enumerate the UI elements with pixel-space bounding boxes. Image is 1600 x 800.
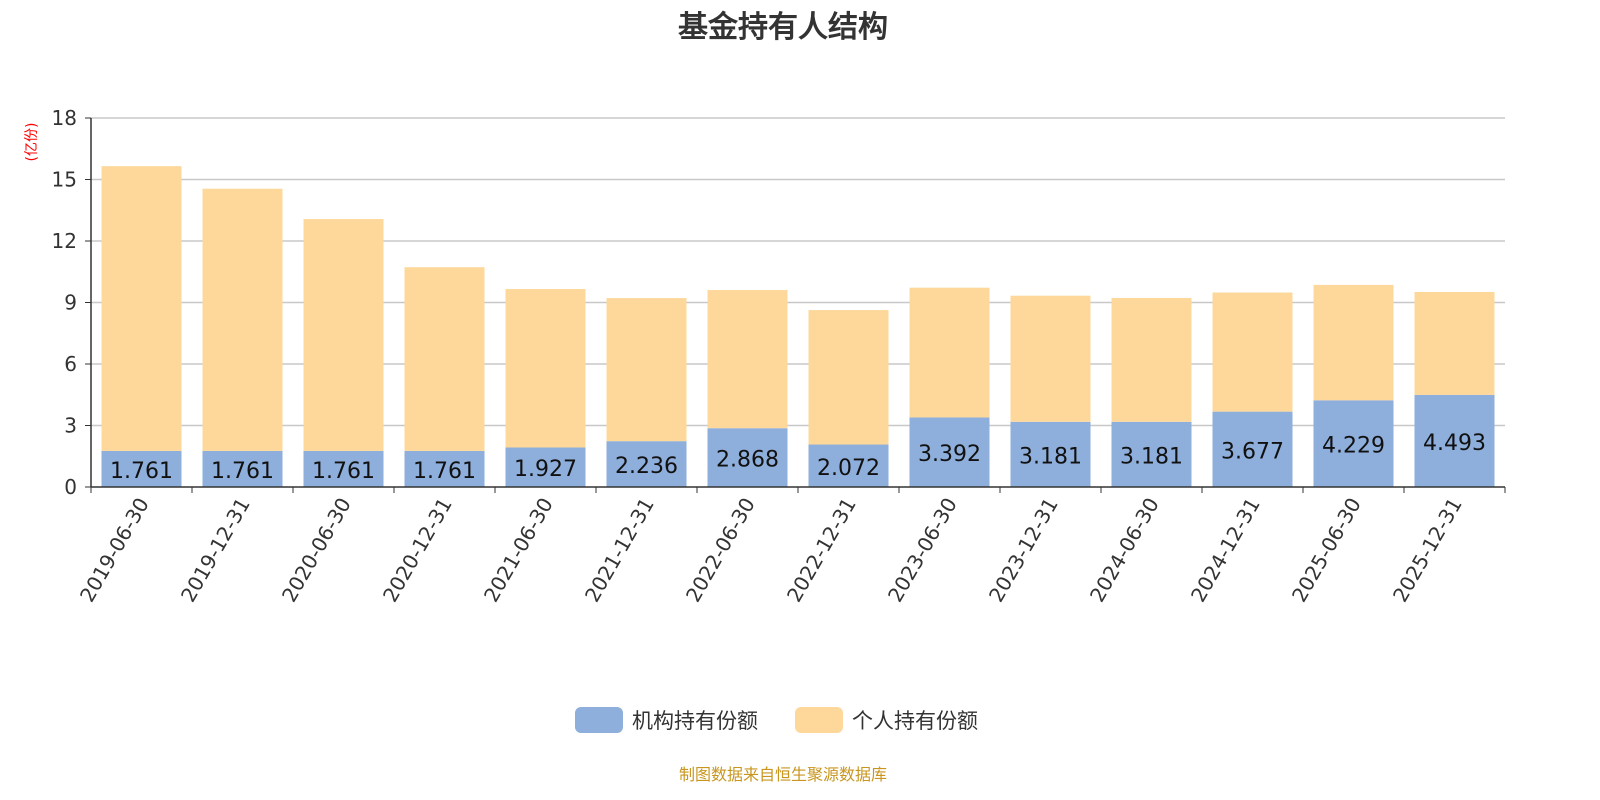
y-tick-label: 6 [64, 352, 77, 376]
y-tick-label: 3 [64, 414, 77, 438]
x-tick-label: 2019-12-31 [176, 494, 255, 607]
individual-bar [404, 267, 485, 451]
institutional-bar [202, 450, 283, 487]
chart-title: 基金持有人结构 [678, 10, 888, 45]
individual-bar [202, 188, 283, 451]
bar-data-label: 2.868 [716, 448, 779, 473]
institutional-bar [606, 441, 687, 487]
institutional-bar [1313, 400, 1394, 487]
bar-data-label: 4.229 [1322, 434, 1385, 459]
bar-data-label: 3.392 [918, 442, 981, 467]
individual-bar [808, 310, 889, 445]
institutional-bar [1414, 394, 1495, 487]
individual-bar [707, 290, 788, 429]
legend-swatch[interactable] [795, 707, 843, 733]
bar-data-label: 1.927 [514, 457, 577, 482]
x-tick-label: 2020-12-31 [378, 494, 457, 607]
x-tick-label: 2025-12-31 [1388, 494, 1467, 607]
bar-data-label: 3.181 [1019, 444, 1082, 469]
x-tick-label: 2024-12-31 [1186, 494, 1265, 607]
source-note: 制图数据来自恒生聚源数据库 [679, 765, 887, 784]
institutional-bar [909, 417, 990, 487]
institutional-bar [404, 450, 485, 487]
x-tick-label: 2022-06-30 [681, 494, 760, 607]
bar-data-label: 1.761 [312, 459, 375, 484]
y-tick-label: 9 [64, 291, 77, 315]
individual-bar [303, 219, 384, 451]
institutional-bar [808, 444, 889, 487]
legend-item-label[interactable]: 机构持有份额 [632, 709, 758, 733]
individual-bar [606, 298, 687, 442]
x-tick-label: 2019-06-30 [75, 494, 154, 607]
x-tick-label: 2021-06-30 [479, 494, 558, 607]
x-tick-label: 2023-06-30 [883, 494, 962, 607]
institutional-bar [1212, 411, 1293, 487]
x-tick-label: 2022-12-31 [782, 494, 861, 607]
x-tick-label: 2024-06-30 [1085, 494, 1164, 607]
bar-data-label: 1.761 [413, 459, 476, 484]
legend-swatch[interactable] [575, 707, 623, 733]
individual-bar [1111, 297, 1192, 422]
legend-item-label[interactable]: 个人持有份额 [852, 709, 978, 733]
y-tick-label: 18 [52, 106, 77, 130]
individual-bar [909, 287, 990, 418]
bar-data-label: 1.761 [110, 459, 173, 484]
institutional-bar [1111, 421, 1192, 487]
institutional-bar [707, 428, 788, 487]
bar-data-label: 2.072 [817, 456, 880, 481]
bar-data-label: 2.236 [615, 454, 678, 479]
bar-data-label: 3.181 [1120, 444, 1183, 469]
y-tick-label: 12 [52, 229, 77, 253]
y-tick-label: 0 [64, 475, 77, 499]
individual-bar [101, 166, 182, 451]
institutional-bar [101, 450, 182, 487]
individual-bar [505, 289, 586, 448]
individual-bar [1414, 291, 1495, 395]
x-tick-label: 2021-12-31 [580, 494, 659, 607]
bar-data-label: 3.677 [1221, 439, 1284, 464]
institutional-bar [1010, 421, 1091, 487]
y-tick-label: 15 [52, 168, 77, 192]
individual-bar [1010, 295, 1091, 422]
x-tick-label: 2020-06-30 [277, 494, 356, 607]
x-tick-label: 2023-12-31 [984, 494, 1063, 607]
institutional-bar [505, 447, 586, 487]
bar-data-label: 4.493 [1423, 431, 1486, 456]
individual-bar [1212, 292, 1293, 412]
y-axis-label: (亿份) [24, 123, 40, 162]
institutional-bar [303, 450, 384, 487]
bar-data-label: 1.761 [211, 459, 274, 484]
x-tick-label: 2025-06-30 [1287, 494, 1366, 607]
individual-bar [1313, 284, 1394, 401]
